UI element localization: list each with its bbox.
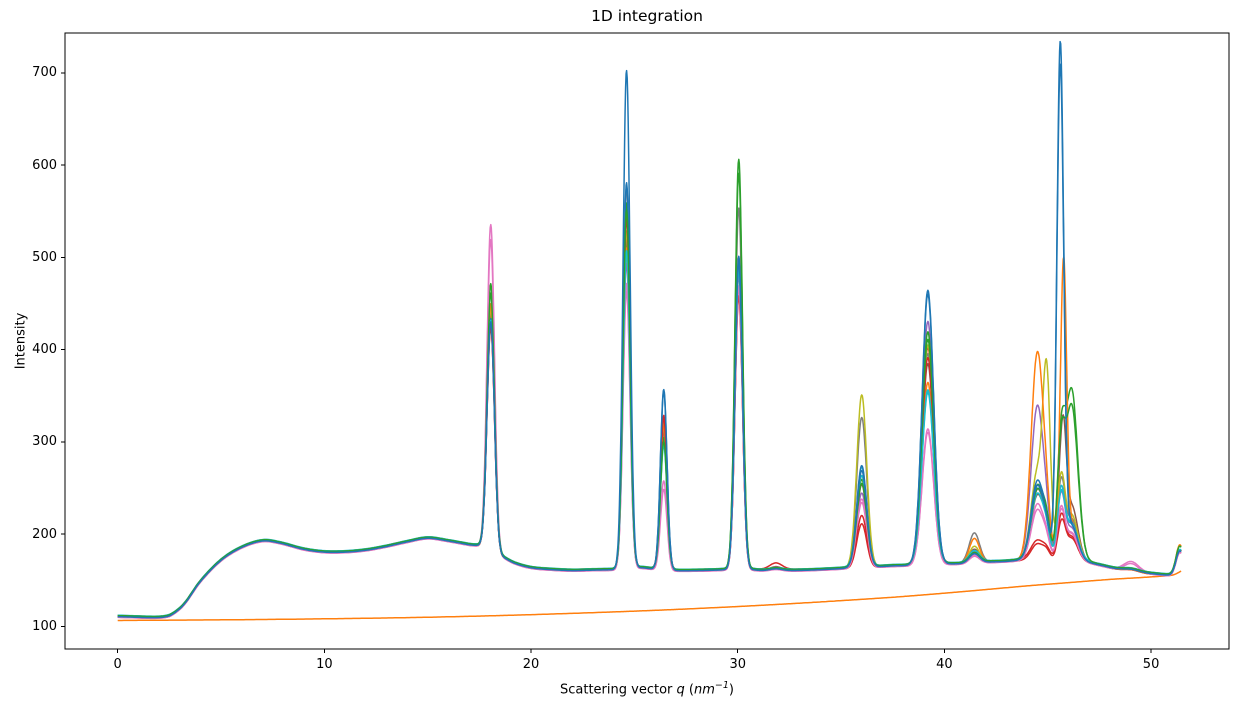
y-tick-label: 700	[32, 65, 57, 81]
series-line-frame-pink-b	[117, 238, 1182, 620]
y-tick-label: 400	[32, 342, 57, 358]
series-line-frame-red-a	[117, 236, 1182, 619]
series-line-background	[117, 570, 1182, 622]
x-axis-label-close-paren: )	[728, 682, 734, 698]
y-tick-label: 300	[32, 434, 57, 450]
series-line-frame-purple	[117, 262, 1182, 618]
series-line-frame-green-a	[117, 158, 1182, 619]
y-tick-label: 500	[32, 249, 57, 265]
x-tick-label: 20	[522, 657, 540, 672]
y-tick-label: 100	[32, 618, 57, 634]
x-axis-label-open-paren: (	[684, 682, 694, 698]
axes	[61, 32, 1230, 653]
chart-title: 1D integration	[591, 7, 703, 25]
plot-area-border	[64, 32, 1230, 650]
series-line-frame-green-b	[117, 172, 1182, 618]
x-tick-label: 10	[316, 657, 333, 672]
x-axis-label: Scattering vector q (nm−1)	[560, 680, 734, 697]
series-line-frame-brown	[117, 242, 1182, 619]
series-line-frame-cyan-a	[117, 253, 1182, 618]
y-tick-label: 600	[32, 157, 57, 173]
series-lines	[117, 40, 1182, 622]
series-line-frame-blue-b	[117, 63, 1182, 619]
x-axis-label-exponent: −1	[714, 680, 729, 691]
x-tick-label: 30	[729, 657, 746, 672]
x-tick-label: 0	[113, 657, 122, 672]
series-line-frame-blue-a	[117, 40, 1182, 619]
x-axis-label-prefix: Scattering vector	[560, 682, 677, 698]
x-axis-label-q: q	[676, 682, 685, 698]
series-line-frame-cyan-b	[117, 250, 1182, 617]
y-axis-label: Intensity	[13, 312, 29, 370]
series-line-frame-orange-a	[117, 247, 1182, 619]
x-tick-label: 40	[936, 657, 953, 672]
y-tick-label: 200	[32, 526, 57, 542]
x-axis-label-unit: nm	[694, 682, 715, 698]
x-tick-label: 50	[1142, 657, 1160, 672]
